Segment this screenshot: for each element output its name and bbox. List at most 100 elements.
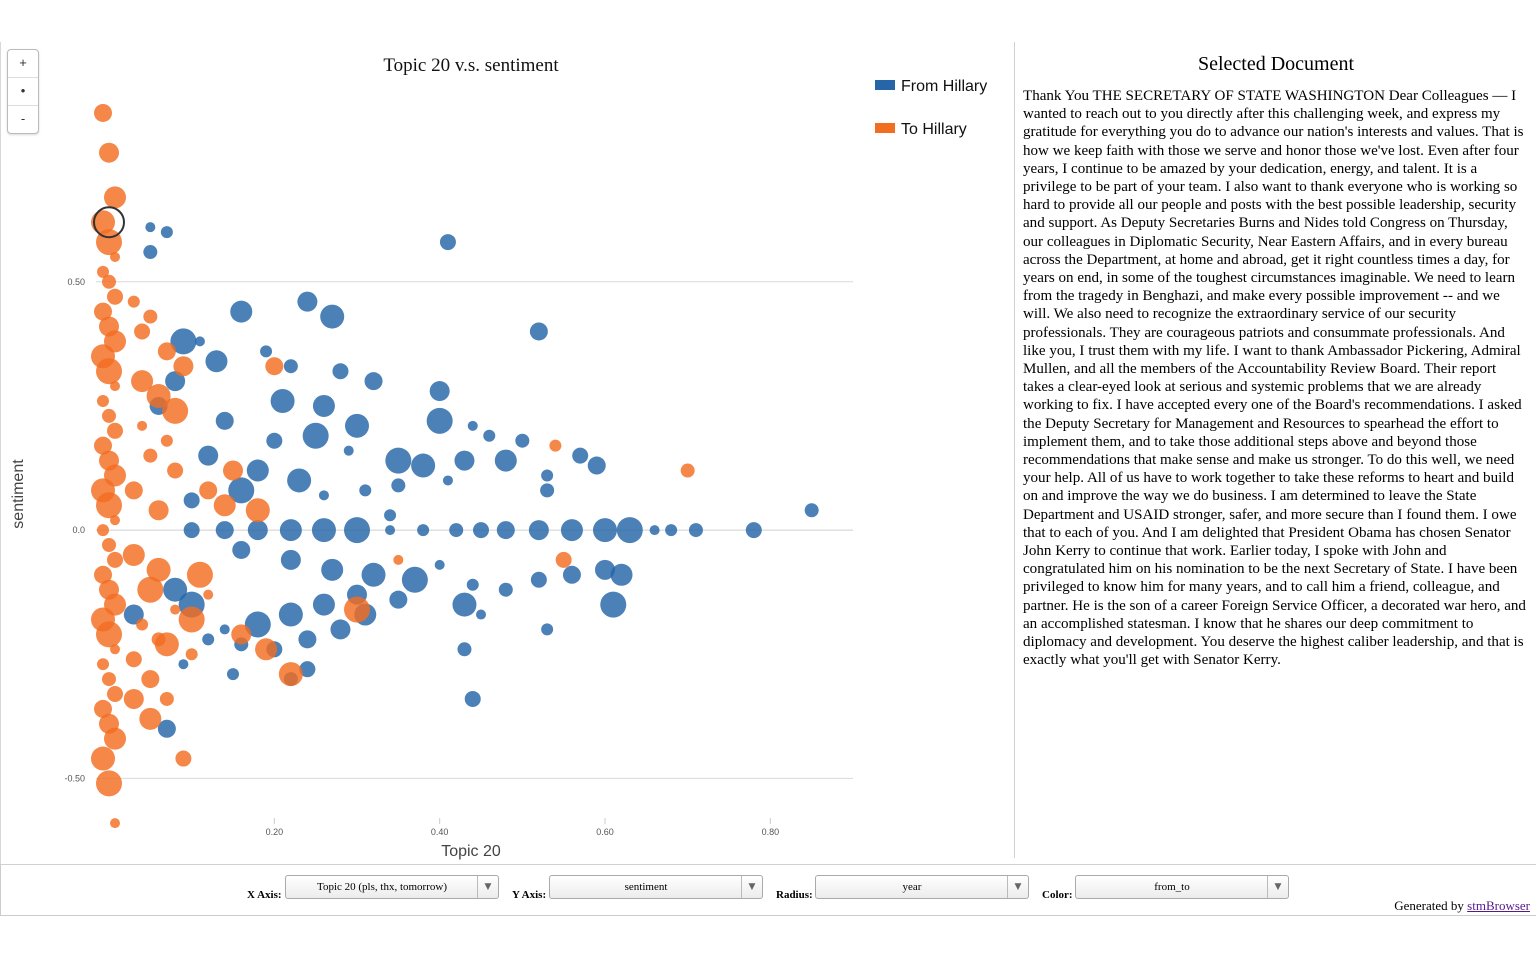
- data-point: [442, 475, 453, 486]
- data-point: [266, 432, 283, 449]
- legend-swatch: [875, 123, 895, 133]
- data-point: [364, 372, 383, 391]
- color-select-value: from_to: [1154, 881, 1190, 893]
- data-point: [476, 609, 486, 620]
- color-select[interactable]: from_to ▼: [1075, 875, 1289, 899]
- data-point: [167, 462, 184, 479]
- data-point: [688, 523, 703, 538]
- legend-swatch: [875, 80, 895, 90]
- data-point: [498, 582, 513, 597]
- data-point: [94, 436, 112, 455]
- data-point: [143, 245, 158, 260]
- zoom-reset-button[interactable]: •: [8, 78, 38, 106]
- data-point: [125, 651, 142, 668]
- data-point: [170, 604, 181, 615]
- data-point: [530, 571, 547, 588]
- stmbrowser-link[interactable]: stmBrowser: [1467, 898, 1530, 913]
- data-point: [473, 522, 489, 539]
- data-point: [131, 370, 154, 393]
- data-point: [107, 422, 123, 439]
- data-point: [97, 658, 109, 671]
- data-point: [202, 633, 215, 646]
- selected-document-panel: Selected Document Thank You THE SECRETAR…: [1023, 50, 1529, 670]
- data-point: [146, 557, 171, 582]
- zoom-controls: + • -: [7, 49, 39, 134]
- data-point: [157, 719, 176, 738]
- y-axis-title: sentiment: [10, 459, 27, 529]
- x-tick-label: 0.80: [762, 827, 780, 837]
- data-point: [186, 561, 213, 588]
- data-point: [143, 309, 158, 324]
- data-point: [311, 518, 336, 543]
- data-point: [359, 484, 372, 497]
- data-point: [464, 690, 481, 707]
- data-point: [401, 566, 428, 593]
- data-point: [529, 322, 548, 341]
- data-point: [279, 519, 302, 542]
- data-point: [572, 447, 589, 464]
- radius-select[interactable]: year ▼: [815, 875, 1029, 899]
- data-point: [102, 672, 116, 687]
- data-point: [96, 621, 122, 648]
- data-point: [330, 619, 351, 640]
- data-point: [318, 490, 329, 501]
- data-point: [449, 523, 464, 538]
- data-point: [141, 670, 160, 689]
- data-point: [213, 494, 236, 517]
- y-axis-select[interactable]: sentiment ▼: [549, 875, 763, 899]
- data-point: [178, 659, 189, 670]
- data-point: [540, 483, 555, 498]
- data-point: [104, 727, 126, 750]
- y-tick-label: 0.50: [67, 277, 85, 287]
- data-point: [610, 563, 633, 586]
- data-point: [145, 222, 156, 233]
- x-axis-select[interactable]: Topic 20 (pls, thx, tomorrow) ▼: [285, 875, 499, 899]
- data-point: [173, 356, 194, 377]
- data-point: [426, 407, 453, 434]
- scatter-chart[interactable]: 0.50 0.0 -0.50 0.20 0.40 0.60 0.80 Topic 20 v.s…: [1, 42, 1013, 864]
- x-axis-label: X Axis:: [247, 889, 282, 901]
- data-point: [178, 606, 205, 633]
- chevron-down-icon: ▼: [741, 876, 762, 898]
- legend-label: From Hillary: [901, 78, 987, 95]
- data-point: [528, 520, 549, 541]
- data-point: [320, 304, 345, 329]
- panel-divider: [1014, 42, 1015, 858]
- data-point: [215, 411, 234, 430]
- x-axis-title: Topic 20: [441, 843, 501, 860]
- data-point: [649, 525, 660, 536]
- data-point: [452, 592, 477, 617]
- x-axis-select-value: Topic 20 (pls, thx, tomorrow): [317, 881, 447, 893]
- data-point: [96, 358, 122, 385]
- data-point: [260, 345, 273, 358]
- chart-panel: 0.50 0.0 -0.50 0.20 0.40 0.60 0.80 Topic 20 v.s…: [0, 42, 1013, 864]
- data-point: [122, 543, 145, 566]
- data-point: [467, 420, 478, 431]
- data-point: [391, 478, 406, 493]
- data-point: [107, 551, 123, 568]
- data-point: [270, 388, 295, 413]
- data-point: [231, 624, 252, 645]
- zoom-in-button[interactable]: +: [8, 50, 38, 78]
- data-point: [227, 668, 239, 681]
- color-label: Color:: [1042, 889, 1073, 901]
- data-point: [417, 524, 430, 537]
- data-point: [175, 750, 192, 767]
- y-tick-label: -0.50: [64, 773, 85, 783]
- data-point: [124, 481, 143, 500]
- data-point: [454, 450, 475, 471]
- zoom-out-button[interactable]: -: [20, 111, 26, 126]
- document-text: Thank You THE SECRETARY OF STATE WASHING…: [1023, 88, 1526, 669]
- y-axis-label: Y Axis:: [512, 889, 547, 901]
- data-point: [247, 520, 268, 541]
- data-point: [123, 688, 144, 709]
- data-point: [102, 408, 116, 423]
- data-point: [160, 434, 173, 447]
- data-point: [680, 463, 695, 478]
- data-point: [96, 770, 122, 797]
- data-point: [203, 589, 214, 600]
- data-point: [134, 323, 151, 340]
- data-point: [466, 578, 479, 591]
- data-point: [298, 630, 317, 649]
- data-point: [804, 503, 819, 518]
